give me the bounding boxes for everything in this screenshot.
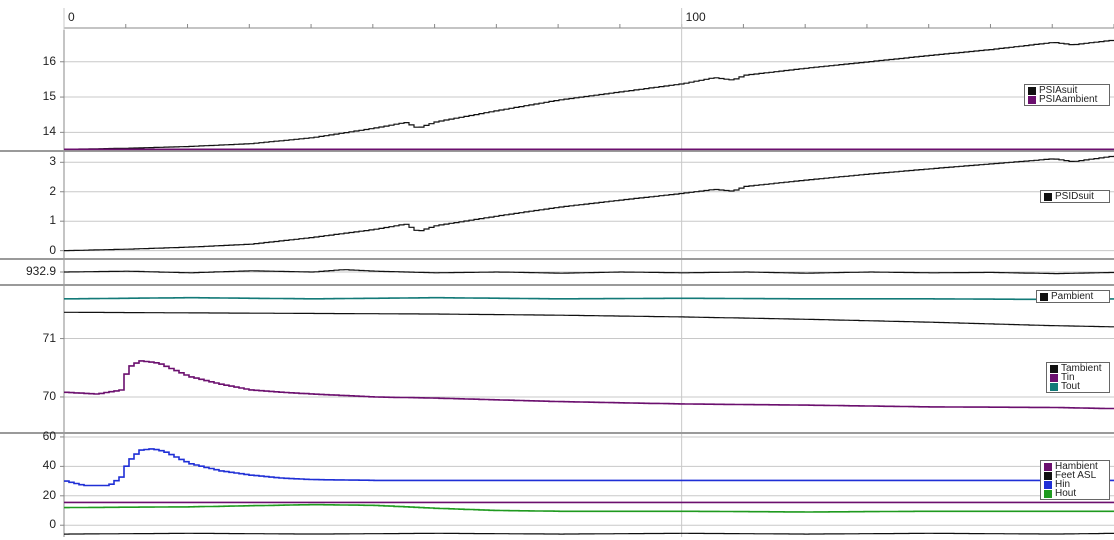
legend-swatch bbox=[1044, 471, 1052, 480]
legend-entry: Pambient bbox=[1040, 291, 1106, 302]
legend-label: Tambient bbox=[1061, 363, 1102, 374]
legend-label: PSIAsuit bbox=[1039, 85, 1078, 96]
y-tick-label: 0 bbox=[49, 517, 56, 532]
legend-entry: PSIAsuit bbox=[1028, 85, 1106, 96]
series-line-hin bbox=[64, 448, 1114, 487]
y-tick-label: 40 bbox=[42, 458, 56, 473]
legend: PSIAsuit PSIAambient bbox=[1024, 84, 1110, 106]
legend-label: Hin bbox=[1055, 479, 1071, 490]
legend: PSIDsuit bbox=[1040, 190, 1110, 203]
legend-entry: Hout bbox=[1044, 488, 1106, 499]
legend-entry: Hin bbox=[1044, 479, 1106, 490]
legend-label: Hout bbox=[1055, 488, 1077, 499]
series-line-psiasuit bbox=[64, 39, 1114, 150]
y-tick-label: 1 bbox=[49, 213, 56, 228]
legend-swatch bbox=[1040, 292, 1048, 301]
legend: Pambient bbox=[1036, 290, 1110, 303]
legend-swatch bbox=[1050, 382, 1058, 391]
legend-swatch bbox=[1044, 462, 1052, 471]
series-line-tout bbox=[64, 296, 1114, 301]
legend-entry: Tout bbox=[1050, 381, 1106, 392]
y-tick-label: 70 bbox=[42, 388, 56, 403]
y-tick-label: 0 bbox=[49, 242, 56, 257]
x-tick-label: 0 bbox=[68, 10, 75, 24]
legend-label: Feet ASL bbox=[1055, 470, 1097, 481]
y-tick-label: 3 bbox=[49, 154, 56, 169]
series-line-feet-asl bbox=[64, 532, 1114, 535]
legend-label: Tin bbox=[1061, 372, 1075, 383]
y-tick-label: 16 bbox=[42, 53, 56, 68]
y-tick-label: 71 bbox=[42, 330, 56, 345]
x-tick-label: 100 bbox=[685, 10, 706, 24]
series-line-hout bbox=[64, 503, 1114, 513]
legend-swatch bbox=[1044, 480, 1052, 489]
legend-swatch bbox=[1044, 192, 1052, 201]
legend-entry: Hambient bbox=[1044, 461, 1106, 472]
legend: Tambient Tin Tout bbox=[1046, 362, 1110, 393]
series-line-psidsuit bbox=[64, 155, 1114, 252]
legend-entry: Tin bbox=[1050, 372, 1106, 383]
y-tick-label: 2 bbox=[49, 183, 56, 198]
legend-entry: PSIDsuit bbox=[1044, 191, 1106, 202]
legend-swatch bbox=[1050, 373, 1058, 382]
y-tick-label: 14 bbox=[42, 124, 56, 139]
legend-entry: Tambient bbox=[1050, 363, 1106, 374]
legend-swatch bbox=[1044, 489, 1052, 498]
y-tick-label: 20 bbox=[42, 487, 56, 502]
legend-swatch bbox=[1028, 95, 1036, 104]
legend-label: PSIDsuit bbox=[1055, 191, 1094, 202]
legend-label: Tout bbox=[1061, 381, 1080, 392]
legend-swatch bbox=[1050, 364, 1058, 373]
legend-label: Hambient bbox=[1055, 461, 1098, 472]
legend: Hambient Feet ASL Hin Hout bbox=[1040, 460, 1110, 500]
series-line-pambient bbox=[64, 269, 1114, 275]
y-tick-label: 932.9 bbox=[25, 264, 56, 278]
y-tick-label: 15 bbox=[42, 89, 56, 104]
legend-label: PSIAambient bbox=[1039, 94, 1098, 105]
series-line-tambient bbox=[64, 311, 1114, 328]
legend-swatch bbox=[1028, 86, 1036, 95]
series-line-tin bbox=[64, 360, 1114, 410]
legend-entry: Feet ASL bbox=[1044, 470, 1106, 481]
legend-entry: PSIAambient bbox=[1028, 94, 1106, 105]
legend-label: Pambient bbox=[1051, 291, 1094, 302]
y-tick-label: 60 bbox=[42, 428, 56, 443]
